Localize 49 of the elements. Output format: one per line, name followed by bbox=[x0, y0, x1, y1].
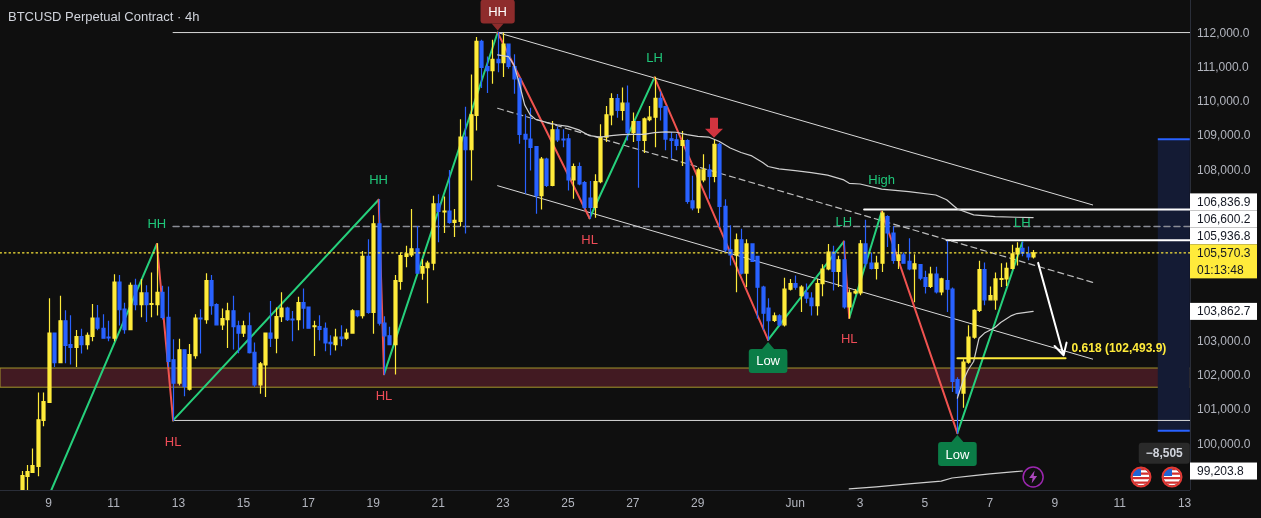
text: 106,600.2 bbox=[1197, 211, 1251, 226]
annotation: HL bbox=[164, 433, 182, 449]
annotation: HH bbox=[369, 172, 389, 188]
text: BTCUSD Perpetual Contract · 4h bbox=[8, 8, 200, 24]
data-label: 106,836.9 bbox=[1197, 194, 1251, 209]
annotation: HL bbox=[375, 387, 393, 403]
x-tick-label: 25 bbox=[561, 496, 575, 510]
annotation: LH bbox=[1014, 214, 1031, 230]
y-tick-label: 102,000.0 bbox=[1197, 368, 1251, 383]
annotation: HH bbox=[147, 216, 167, 232]
x-tick-label: Jun bbox=[785, 496, 805, 510]
y-tick-label: 108,000.0 bbox=[1197, 162, 1251, 177]
x-tick-label: 11 bbox=[1113, 496, 1127, 510]
x-tick-label: 11 bbox=[107, 496, 121, 510]
x-tick-label: 27 bbox=[626, 496, 640, 510]
annotation: High bbox=[868, 171, 896, 187]
y-tick-label: 100,000.0 bbox=[1197, 436, 1251, 451]
data-label: 105,936.8 bbox=[1197, 228, 1251, 243]
x-tick-label: 13 bbox=[1177, 496, 1192, 510]
annotation: LH bbox=[646, 49, 663, 65]
x-tick-label: 21 bbox=[431, 496, 446, 510]
data-label: −8,505 bbox=[1145, 446, 1184, 461]
y-tick-label: 110,000.0 bbox=[1197, 94, 1250, 109]
x-tick-label: 19 bbox=[366, 496, 381, 510]
x-tick-label: 29 bbox=[691, 496, 705, 510]
annotation: Low bbox=[756, 353, 781, 369]
y-tick-label: 112,000.0 bbox=[1197, 25, 1250, 40]
y-tick-label: 111,000.0 bbox=[1197, 59, 1249, 74]
x-tick-label: 23 bbox=[496, 496, 511, 510]
text: 103,862.7 bbox=[1197, 304, 1251, 319]
text: 99,203.8 bbox=[1197, 464, 1245, 479]
annotation: HH bbox=[488, 4, 508, 20]
ref-line-label: 105,570.3 01:13:48 bbox=[1197, 245, 1251, 277]
x-tick-label: 15 bbox=[236, 496, 251, 510]
annotation: HL bbox=[581, 231, 598, 247]
x-tick-label: 3 bbox=[856, 496, 864, 510]
x-tick-label: 17 bbox=[301, 496, 316, 510]
x-tick-label: 9 bbox=[45, 496, 53, 510]
x-tick-label: 9 bbox=[1051, 496, 1059, 510]
data-label: 0.618 (102,493.9) bbox=[1071, 341, 1167, 356]
x-tick-label: 7 bbox=[986, 496, 994, 510]
annotation: HL bbox=[840, 331, 858, 347]
x-tick-label: 5 bbox=[921, 496, 929, 510]
y-tick-label: 103,000.0 bbox=[1197, 333, 1251, 348]
y-tick-label: 109,000.0 bbox=[1197, 128, 1251, 143]
annotation: LH bbox=[835, 214, 853, 230]
x-tick-label: 13 bbox=[171, 496, 186, 510]
annotation: Low bbox=[945, 446, 970, 462]
y-tick-label: 101,000.0 bbox=[1197, 402, 1251, 417]
